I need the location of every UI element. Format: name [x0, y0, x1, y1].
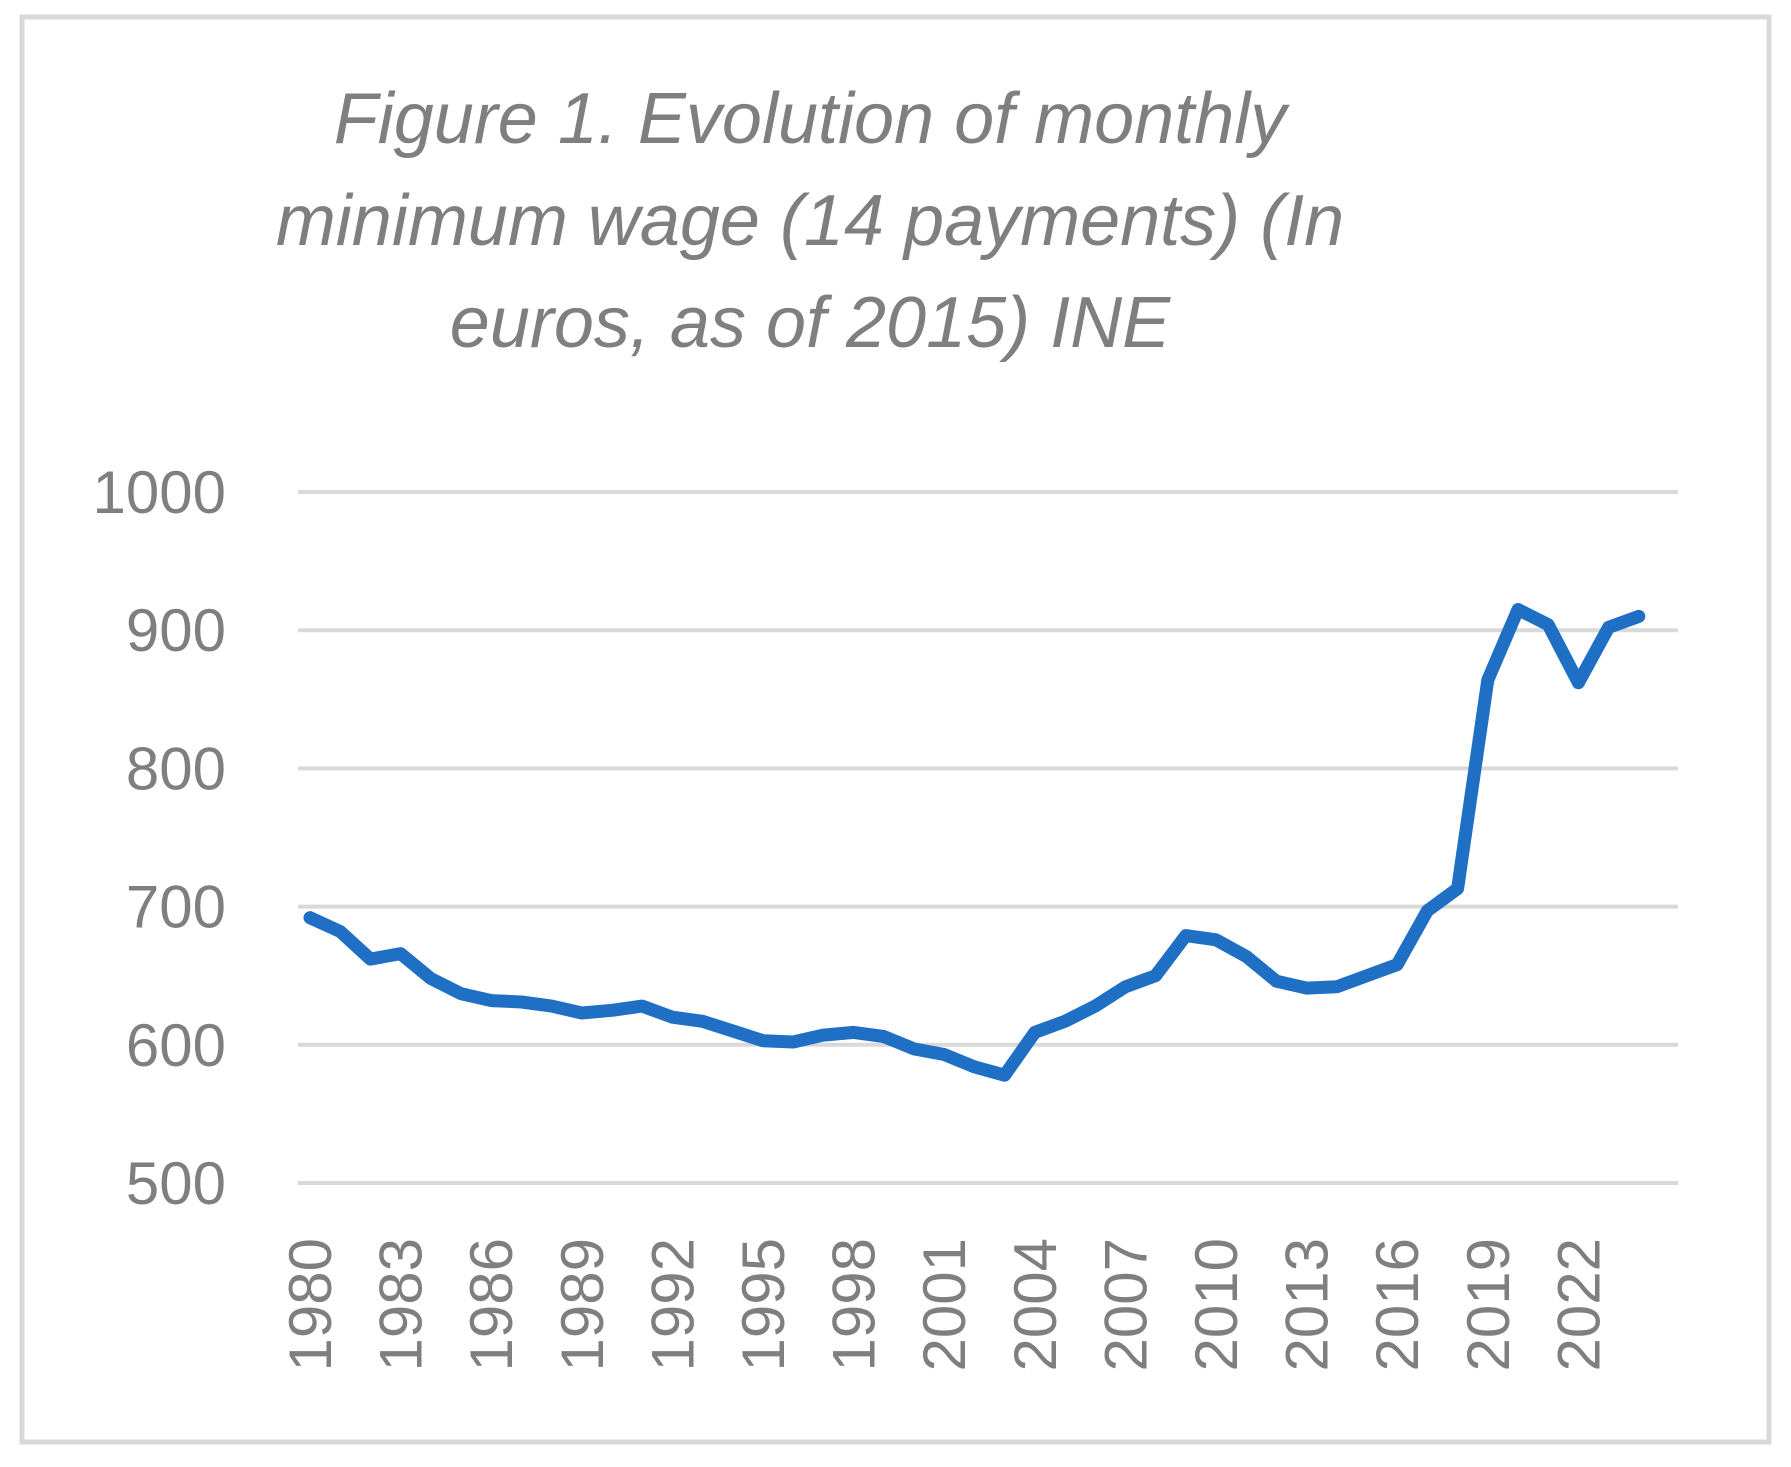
x-tick-label-2001: 2001 [911, 1238, 978, 1371]
data-point-2007 [1122, 984, 1128, 990]
gridlines [298, 490, 1678, 1185]
data-point-2018 [1455, 886, 1461, 892]
data-point-1991 [639, 1003, 645, 1009]
data-point-2004 [1032, 1029, 1038, 1035]
x-tick-label-1989: 1989 [549, 1238, 616, 1371]
data-point-2022 [1575, 680, 1581, 686]
data-point-1982 [367, 956, 373, 962]
data-point-2003 [1002, 1072, 1008, 1078]
series-layer [303, 603, 1646, 1082]
x-tick-label-1983: 1983 [368, 1238, 435, 1371]
x-tick-label-1995: 1995 [730, 1238, 797, 1371]
data-point-2011 [1243, 953, 1249, 959]
data-point-1994 [730, 1028, 736, 1034]
data-point-2010 [1213, 937, 1219, 943]
data-point-2001 [941, 1051, 947, 1057]
data-point-1985 [458, 991, 464, 997]
data-point-1999 [881, 1034, 887, 1040]
data-point-2012 [1273, 978, 1279, 984]
data-point-2013 [1304, 985, 1310, 991]
y-tick-label-500: 500 [126, 1150, 226, 1217]
data-point-1996 [790, 1039, 796, 1045]
data-point-1998 [851, 1029, 857, 1035]
data-point-2015 [1364, 973, 1370, 979]
x-tick-label-2019: 2019 [1455, 1238, 1522, 1371]
data-point-2017 [1424, 908, 1430, 914]
data-point-1989 [579, 1010, 585, 1016]
data-point-2020 [1515, 606, 1521, 612]
y-tick-label-800: 800 [126, 735, 226, 802]
chart-title-line-3: euros, as of 2015) INE [450, 283, 1171, 363]
x-tick-label-2022: 2022 [1545, 1238, 1612, 1371]
data-point-1997 [820, 1032, 826, 1038]
data-point-1981 [337, 928, 343, 934]
y-tick-label-600: 600 [126, 1012, 226, 1079]
data-point-2006 [1092, 1003, 1098, 1009]
data-point-1995 [760, 1038, 766, 1044]
data-point-2014 [1334, 984, 1340, 990]
data-point-1986 [488, 998, 494, 1004]
data-point-2002 [971, 1064, 977, 1070]
y-axis-tick-labels: 500 600 700 800 900 1000 [93, 459, 226, 1217]
data-point-2019 [1485, 677, 1491, 683]
data-point-2000 [911, 1046, 917, 1052]
x-axis-tick-labels: 1980 1983 1986 1989 1992 1995 1998 2001 2004 2007… [277, 1238, 1612, 1371]
data-point-1988 [549, 1003, 555, 1009]
data-point-2024 [1636, 613, 1642, 619]
chart-title-line-1: Figure 1. Evolution of monthly [334, 79, 1290, 159]
x-tick-label-2016: 2016 [1364, 1238, 1431, 1371]
data-point-1993 [700, 1018, 706, 1024]
chart-title-line-2: minimum wage (14 payments) (In [276, 181, 1344, 261]
data-point-2009 [1183, 933, 1189, 939]
data-point-2021 [1545, 622, 1551, 628]
data-point-1980 [307, 915, 313, 921]
data-point-2005 [1062, 1018, 1068, 1024]
x-tick-label-1992: 1992 [639, 1238, 706, 1371]
series-line-minimum-wage [303, 603, 1646, 1082]
x-tick-label-1980: 1980 [277, 1238, 344, 1371]
data-point-1990 [609, 1007, 615, 1013]
x-tick-label-2007: 2007 [1092, 1238, 1159, 1371]
chart-title: Figure 1. Evolution of monthly minimum w… [276, 79, 1344, 363]
data-point-1992 [669, 1014, 675, 1020]
x-tick-label-2013: 2013 [1274, 1238, 1341, 1371]
data-point-1984 [428, 975, 434, 981]
y-tick-label-1000: 1000 [93, 459, 226, 526]
data-point-2008 [1153, 973, 1159, 979]
y-tick-label-900: 900 [126, 597, 226, 664]
data-point-2016 [1394, 962, 1400, 968]
data-point-1987 [518, 999, 524, 1005]
x-tick-label-1986: 1986 [458, 1238, 525, 1371]
y-tick-label-700: 700 [126, 874, 226, 941]
x-tick-label-2010: 2010 [1183, 1238, 1250, 1371]
x-tick-label-1998: 1998 [821, 1238, 888, 1371]
x-tick-label-2004: 2004 [1002, 1238, 1069, 1371]
data-point-1983 [398, 951, 404, 957]
data-point-2023 [1606, 624, 1612, 630]
